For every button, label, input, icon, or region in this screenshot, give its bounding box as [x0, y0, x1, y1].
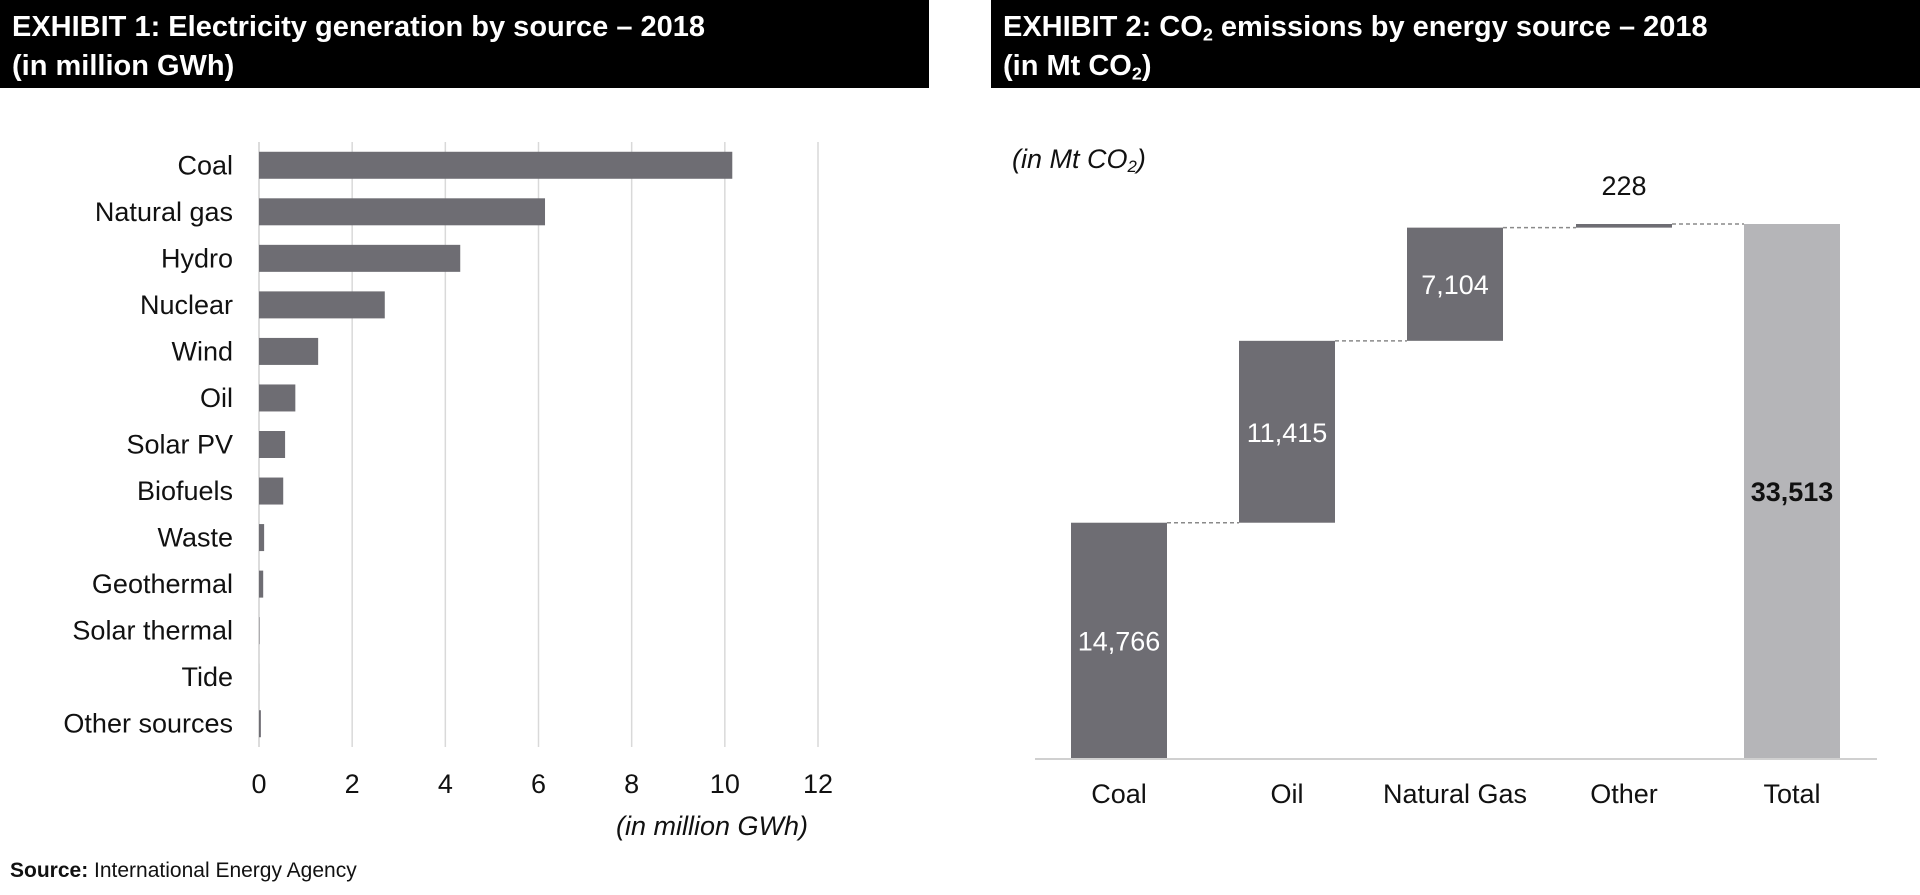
category-label: Oil [200, 383, 233, 413]
bar [259, 337, 319, 365]
source-note: Source: International Energy Agency [10, 859, 357, 883]
electricity-generation-bar-chart: Coal Natural gas Hydro Nuclear Wind Oil Solar … [63, 142, 833, 841]
source-label: Source: [10, 859, 89, 882]
category-label: Other [1590, 779, 1658, 809]
exhibit2-header: EXHIBIT 2: CO2 emissions by energy sourc… [991, 0, 1920, 88]
category-label: Other sources [63, 709, 233, 739]
waterfall-bar [1576, 224, 1672, 228]
x-tick-label: 6 [531, 769, 546, 799]
category-label: Coal [177, 150, 233, 180]
x-tick-label: 10 [710, 769, 740, 799]
unit-note-subscript: 2 [1127, 157, 1137, 177]
x-tick-label: 4 [438, 769, 453, 799]
bar [259, 524, 265, 552]
category-label: Tide [181, 662, 233, 692]
data-label: 228 [1601, 171, 1646, 201]
category-label: Biofuels [137, 476, 233, 506]
data-label: 11,415 [1247, 418, 1328, 448]
exhibit2-subtitle-part: ) [1141, 50, 1152, 82]
unit-note-part: ) [1136, 144, 1146, 174]
waterfall-bar [1071, 522, 1167, 758]
exhibit2-title-part: EXHIBIT 2: CO [1003, 11, 1203, 43]
x-tick-label: 12 [803, 769, 833, 799]
category-label: Natural Gas [1383, 779, 1527, 809]
category-label: Waste [157, 523, 233, 553]
total-bar [1744, 224, 1840, 758]
exhibit2-title: EXHIBIT 2: CO2 emissions by energy sourc… [1003, 8, 1920, 47]
data-label: 7,104 [1421, 270, 1489, 300]
bar [259, 384, 296, 412]
category-label: Total [1763, 779, 1820, 809]
bar [259, 244, 461, 272]
exhibit1-header: EXHIBIT 1: Electricity generation by sou… [0, 0, 929, 88]
category-label: Wind [171, 336, 233, 366]
data-label: 14,766 [1078, 626, 1161, 656]
category-label: Nuclear [140, 290, 233, 320]
bar [259, 151, 733, 179]
category-label: Solar PV [126, 430, 233, 460]
x-tick-label: 2 [345, 769, 360, 799]
bar [259, 710, 261, 738]
unit-note-part: (in Mt CO [1012, 144, 1128, 174]
exhibit1-title: EXHIBIT 1: Electricity generation by sou… [12, 11, 706, 43]
category-label: Solar thermal [72, 616, 233, 646]
category-label: Coal [1091, 779, 1147, 809]
category-label: Geothermal [92, 569, 233, 599]
bar [259, 570, 264, 598]
waterfall-bar [1407, 227, 1503, 341]
exhibit2-subtitle: (in Mt CO2) [1003, 47, 1920, 86]
exhibit1-subtitle: (in million GWh) [12, 50, 235, 82]
category-label: Natural gas [95, 197, 233, 227]
bar [259, 477, 284, 505]
exhibit2-title-subscript: 2 [1202, 24, 1213, 45]
bar [259, 291, 385, 319]
waterfall-bar [1239, 340, 1335, 523]
category-label: Hydro [161, 243, 233, 273]
x-axis-label: (in million GWh) [616, 811, 808, 841]
exhibit2-unit-note: (in Mt CO2) [1012, 144, 1146, 175]
bar [259, 431, 286, 458]
x-tick-label: 8 [624, 769, 639, 799]
source-text: International Energy Agency [88, 859, 357, 882]
data-label: 33,513 [1751, 477, 1834, 507]
category-label: Oil [1271, 779, 1304, 809]
exhibit2-subtitle-subscript: 2 [1131, 63, 1142, 84]
exhibit2-subtitle-part: (in Mt CO [1003, 50, 1132, 82]
bar [259, 198, 546, 226]
x-tick-label: 0 [251, 769, 266, 799]
exhibit2-title-part: emissions by energy source – 2018 [1212, 11, 1708, 43]
